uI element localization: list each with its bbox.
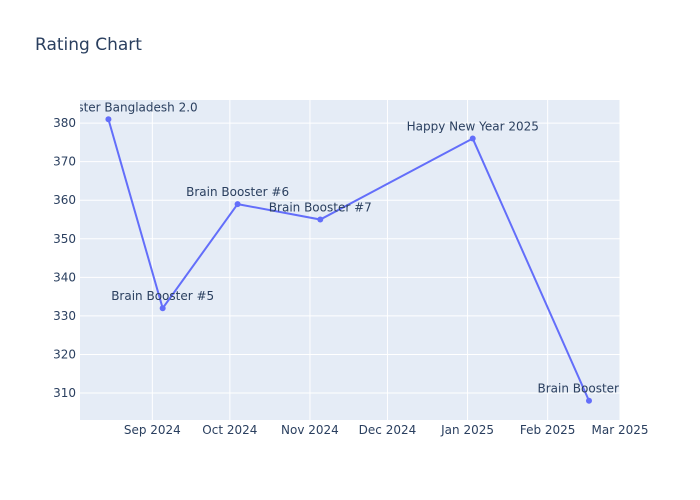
y-tick-label: 330 bbox=[53, 309, 76, 323]
x-tick-label: Feb 2025 bbox=[520, 423, 576, 437]
data-point[interactable] bbox=[105, 116, 112, 123]
plot-area bbox=[80, 100, 620, 420]
series-line bbox=[107, 119, 590, 402]
data-point-label: Brain Booster #8 bbox=[538, 382, 641, 396]
y-tick-label: 350 bbox=[53, 232, 76, 246]
data-point-label: Brain Booster #6 bbox=[186, 185, 289, 199]
y-tick-label: 310 bbox=[53, 386, 76, 400]
data-point[interactable] bbox=[469, 135, 476, 142]
data-point-label: Happy New Year 2025 bbox=[407, 120, 539, 134]
chart-title: Rating Chart bbox=[35, 35, 142, 55]
data-point[interactable] bbox=[159, 305, 166, 312]
y-tick-label: 370 bbox=[53, 155, 76, 169]
x-tick-label: Nov 2024 bbox=[281, 423, 339, 437]
y-tick-label: 340 bbox=[53, 270, 76, 284]
x-axis-ticks: Sep 2024 Oct 2024 Nov 2024 Dec 2024 Jan 2025… bbox=[124, 423, 649, 437]
series-group: Brain Booster Bangladesh 2.0 Brain Booste… bbox=[19, 100, 641, 404]
data-point-label: Brain Booster Bangladesh 2.0 bbox=[19, 100, 198, 114]
y-gridlines bbox=[80, 122, 620, 394]
x-tick-label: Dec 2024 bbox=[359, 423, 417, 437]
x-tick-label: Oct 2024 bbox=[202, 423, 257, 437]
x-tick-label: Jan 2025 bbox=[440, 423, 494, 437]
y-tick-label: 320 bbox=[53, 347, 76, 361]
data-point[interactable] bbox=[317, 216, 324, 223]
data-point[interactable] bbox=[234, 201, 241, 208]
y-axis-ticks: 310 320 330 340 350 360 370 380 bbox=[53, 116, 76, 400]
x-tick-label: Sep 2024 bbox=[124, 423, 181, 437]
x-gridlines bbox=[151, 100, 621, 420]
x-tick-label: Mar 2025 bbox=[592, 423, 649, 437]
y-tick-label: 380 bbox=[53, 116, 76, 130]
data-point-label: Brain Booster #7 bbox=[269, 201, 372, 215]
data-point[interactable] bbox=[585, 397, 592, 404]
y-tick-label: 360 bbox=[53, 193, 76, 207]
data-point-label: Brain Booster #5 bbox=[111, 289, 214, 303]
